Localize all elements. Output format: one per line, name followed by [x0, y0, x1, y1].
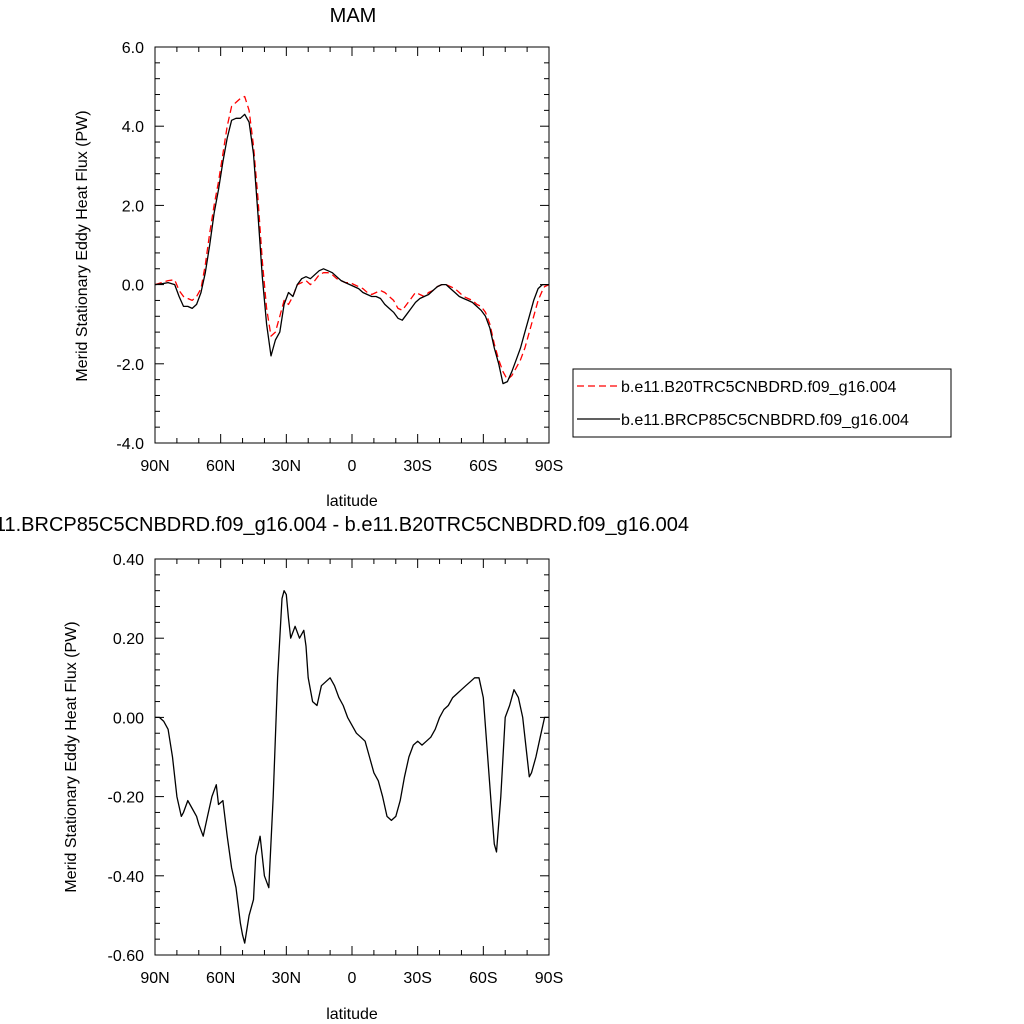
x-tick-label: 0: [348, 970, 357, 987]
x-tick-label: 30N: [272, 970, 301, 987]
x-tick-label: 60N: [206, 970, 235, 987]
legend: b.e11.B20TRC5CNBDRD.f09_g16.004 b.e11.BR…: [572, 368, 952, 438]
y-tick-label: -0.60: [108, 948, 145, 965]
x-tick-label: 60S: [469, 970, 497, 987]
y-tick-label: -2.0: [116, 357, 144, 374]
y-axis-label: Merid Stationary Eddy Heat Flux (PW): [63, 621, 80, 892]
series-group: [154, 95, 550, 385]
y-tick-label: 0.20: [113, 631, 144, 648]
x-tick-label: 30S: [403, 970, 431, 987]
x-tick-label: 30N: [272, 458, 301, 475]
axis-ticks: [154, 558, 550, 956]
x-tick-label: 90S: [535, 458, 563, 475]
x-tick-label: 90N: [140, 970, 169, 987]
x-tick-label: 60S: [469, 458, 497, 475]
series-line-0: [155, 590, 549, 944]
plot-frame: [154, 558, 550, 956]
axis-ticks: [154, 46, 550, 444]
x-axis-label: latitude: [326, 1006, 378, 1023]
y-tick-label: -0.20: [108, 790, 145, 807]
y-tick-label: 0.00: [113, 710, 144, 727]
series-line-0: [154, 95, 550, 381]
y-axis-label: Merid Stationary Eddy Heat Flux (PW): [74, 110, 91, 381]
x-tick-label: 60N: [206, 458, 235, 475]
top-chart: MAM Merid Stationary Eddy Heat Flux (PW)…: [74, 5, 563, 510]
x-tick-label: 90S: [535, 970, 563, 987]
chart-title: b.e11.BRCP85C5CNBDRD.f09_g16.004 - b.e11…: [0, 514, 689, 536]
y-tick-label: 4.0: [122, 119, 144, 136]
y-tick-label: 0.40: [113, 552, 144, 569]
series-group: [155, 590, 549, 944]
tick-labels: 90N 60N 30N 0 30S 60S 90S -0.60 -0.40 -0.20 0.00 0.…: [108, 552, 564, 987]
legend-label-historical: b.e11.B20TRC5CNBDRD.f09_g16.004: [621, 379, 897, 396]
y-tick-label: -0.40: [108, 869, 145, 886]
y-tick-label: 2.0: [122, 198, 144, 215]
x-axis-label: latitude: [326, 493, 378, 510]
chart-title: MAM: [330, 5, 377, 27]
tick-labels: 90N 60N 30N 0 30S 60S 90S -4.0 -2.0 0.0 2.0 4.0 6.0: [116, 40, 563, 475]
y-tick-label: 0.0: [122, 278, 144, 295]
legend-label-rcp85: b.e11.BRCP85C5CNBDRD.f09_g16.004: [621, 412, 909, 429]
y-tick-label: 6.0: [122, 40, 144, 57]
legend-box: [572, 368, 952, 438]
x-tick-label: 30S: [403, 458, 431, 475]
x-tick-label: 0: [348, 458, 357, 475]
series-line-1: [154, 113, 549, 385]
plot-frame: [154, 46, 550, 444]
x-tick-label: 90N: [140, 458, 169, 475]
bottom-chart: b.e11.BRCP85C5CNBDRD.f09_g16.004 - b.e11…: [0, 514, 689, 1023]
y-tick-label: -4.0: [116, 436, 144, 453]
